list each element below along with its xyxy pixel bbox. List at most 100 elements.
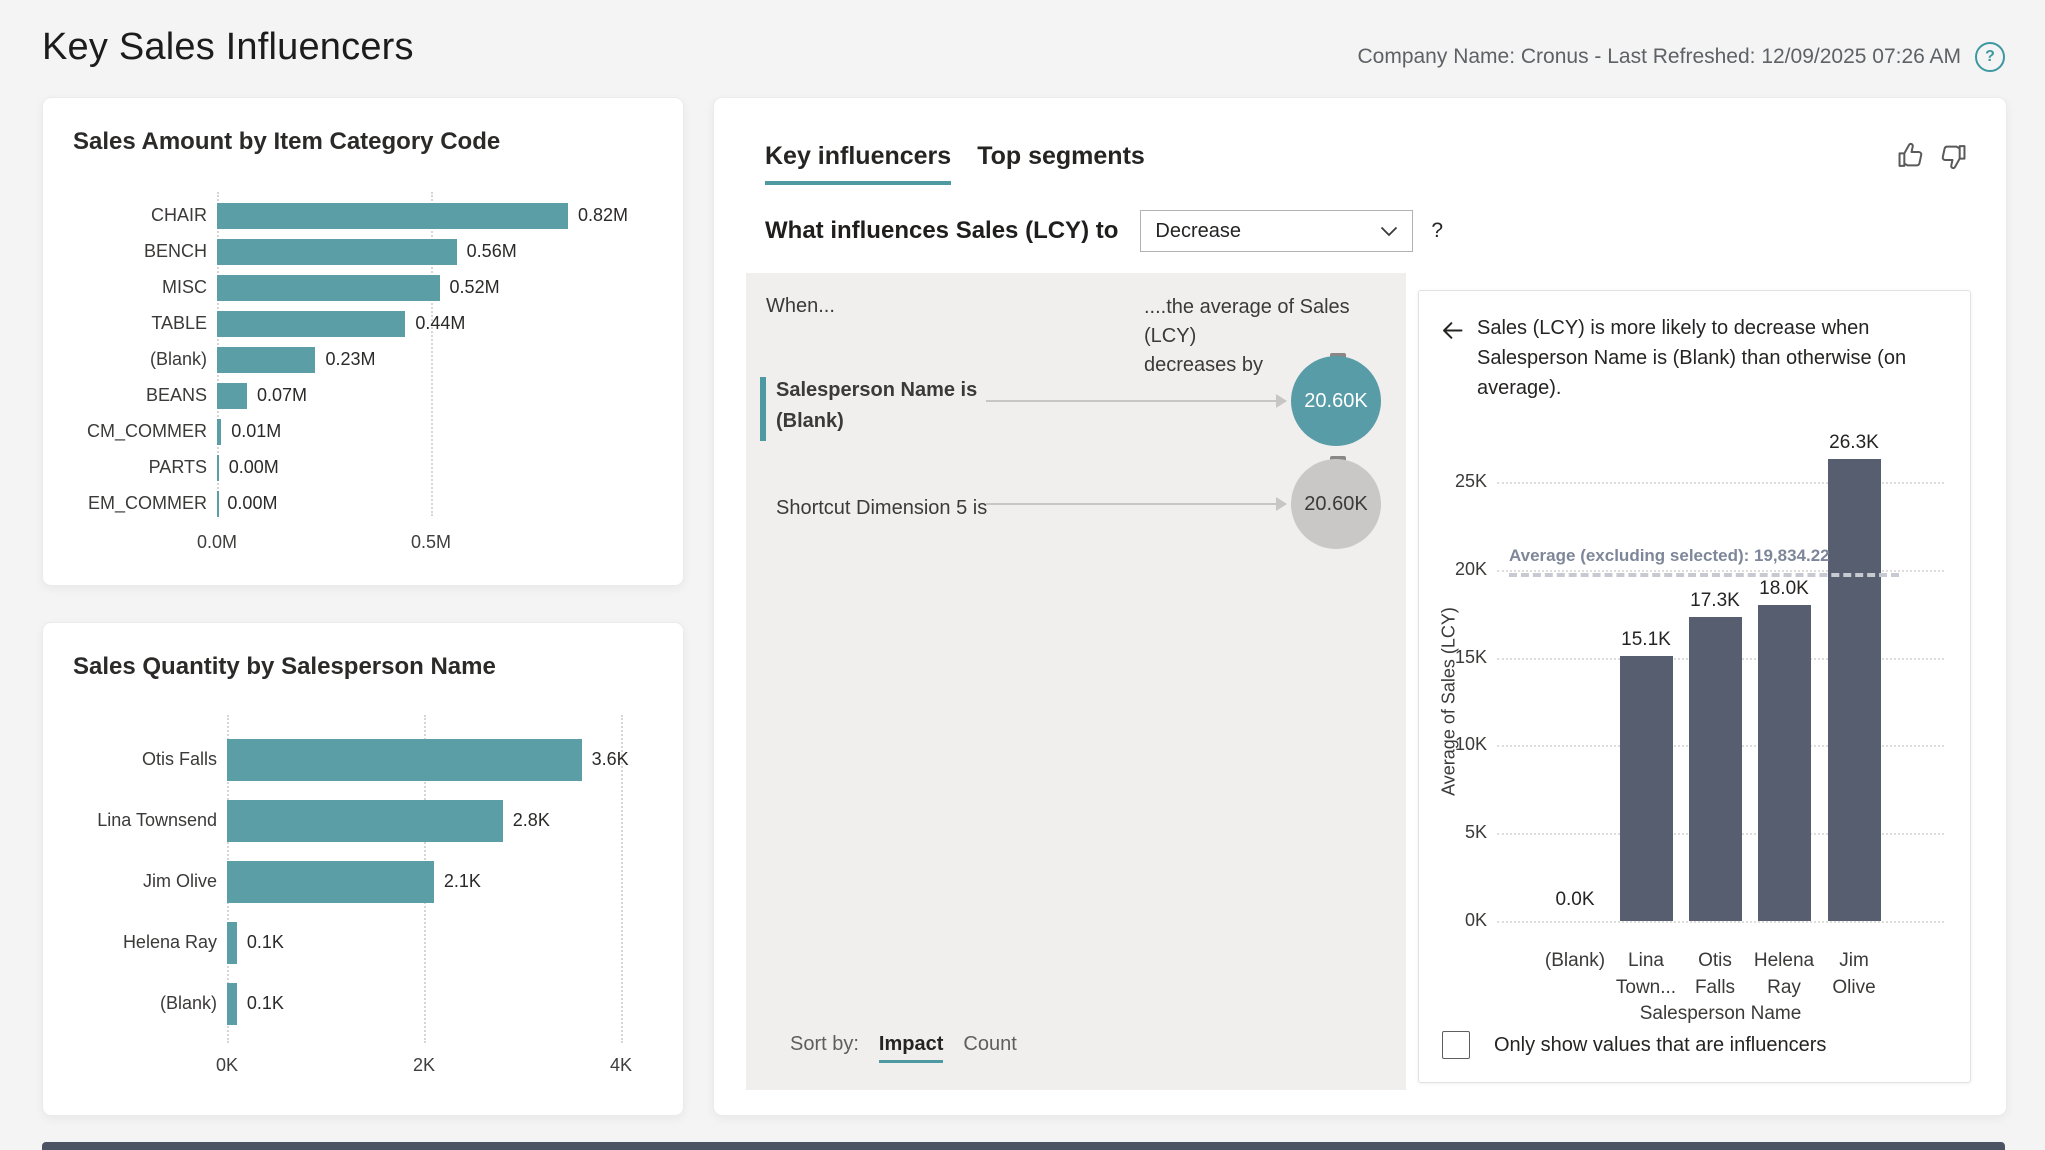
sort-by-label: Sort by: bbox=[790, 1033, 859, 1055]
column-value-label: 26.3K bbox=[1829, 432, 1879, 454]
bar-CHAIR[interactable] bbox=[217, 203, 568, 229]
x-axis-category-label: (Blank) bbox=[1544, 950, 1606, 971]
bar-value-label: 0.07M bbox=[256, 385, 307, 405]
thumbs-up-icon[interactable] bbox=[1895, 140, 1927, 172]
x-axis-tick-label: 0.0M bbox=[196, 532, 238, 552]
category-label: (Blank) bbox=[149, 349, 207, 369]
average-reference-line bbox=[1509, 572, 1899, 577]
category-label: PARTS bbox=[148, 457, 207, 477]
next-section-edge bbox=[42, 1142, 2005, 1150]
bar-value-label: 0.82M bbox=[577, 205, 628, 225]
category-label: EM_COMMER bbox=[87, 493, 207, 513]
x-axis-tick-label: 0.5M bbox=[410, 532, 452, 552]
x-axis-category-label: Lina Town... bbox=[1615, 950, 1677, 998]
influencer-tabs: Key influencers Top segments bbox=[765, 142, 1145, 185]
page-header: Key Sales Influencers Company Name: Cron… bbox=[0, 0, 2045, 90]
category-label: Helena Ray bbox=[122, 931, 217, 952]
bar-Lina Townsend[interactable] bbox=[227, 799, 503, 842]
dropdown-selected-value: Decrease bbox=[1155, 219, 1241, 242]
category-label: Lina Townsend bbox=[97, 809, 217, 830]
sort-by-row: Sort by: Impact Count bbox=[790, 1033, 1017, 1063]
gridline-horizontal bbox=[1497, 921, 1944, 923]
bar-value-label: 0.52M bbox=[449, 277, 500, 297]
category-label: TABLE bbox=[151, 313, 207, 333]
column-value-label: 0.0K bbox=[1555, 889, 1595, 910]
category-label: MISC bbox=[162, 277, 207, 297]
chart-title-sales-quantity: Sales Quantity by Salesperson Name bbox=[73, 653, 496, 680]
gridline-horizontal bbox=[1497, 569, 1944, 572]
influencer-arrow bbox=[986, 503, 1276, 505]
category-label: BENCH bbox=[143, 241, 207, 261]
y-axis-tick-label: 10K bbox=[1454, 734, 1487, 755]
y-axis-tick-label: 15K bbox=[1454, 646, 1487, 667]
help-icon[interactable]: ? bbox=[1975, 42, 2005, 72]
bar-value-label: 0.00M bbox=[227, 493, 278, 513]
gridline-horizontal bbox=[1497, 482, 1944, 484]
impact-bubble[interactable]: 20.60K bbox=[1291, 459, 1381, 549]
question-text: What influences Sales (LCY) to bbox=[765, 217, 1119, 244]
influencer-list-panel: When... ....the average of Sales (LCY) d… bbox=[746, 273, 1406, 1090]
y-axis-tick-label: 5K bbox=[1464, 822, 1487, 843]
sort-option-impact[interactable]: Impact bbox=[878, 1033, 944, 1063]
bar-CM_COMMER[interactable] bbox=[217, 419, 222, 445]
bar-Helena Ray[interactable] bbox=[227, 921, 237, 964]
company-last-refreshed: Company Name: Cronus - Last Refreshed: 1… bbox=[1357, 45, 1961, 68]
selected-row-accent-bar bbox=[760, 377, 766, 441]
sort-option-count[interactable]: Count bbox=[963, 1033, 1017, 1055]
bar-value-label: 0.44M bbox=[415, 313, 466, 333]
influencer-arrow-head bbox=[1276, 394, 1287, 408]
only-influencers-checkbox[interactable] bbox=[1442, 1031, 1470, 1059]
thumbs-down-icon[interactable] bbox=[1937, 140, 1969, 172]
column-bar-Lina Town...[interactable] bbox=[1619, 655, 1673, 921]
only-influencers-checkbox-label: Only show values that are influencers bbox=[1494, 1034, 1827, 1056]
category-label: BEANS bbox=[145, 385, 207, 405]
influencer-condition: Salesperson Name is (Blank) bbox=[776, 379, 978, 432]
impact-bubble-selected[interactable]: 20.60K bbox=[1291, 356, 1381, 446]
bar-PARTS[interactable] bbox=[217, 455, 219, 481]
bar-TABLE[interactable] bbox=[217, 311, 406, 337]
bar-(Blank)[interactable] bbox=[227, 982, 237, 1025]
column-value-label: 17.3K bbox=[1690, 590, 1740, 612]
x-axis-category-label: Jim Olive bbox=[1832, 950, 1876, 998]
x-axis-tick-label: 4K bbox=[609, 1055, 633, 1075]
influencer-arrow-head bbox=[1276, 497, 1287, 511]
category-label: (Blank) bbox=[159, 992, 217, 1013]
metric-direction-dropdown[interactable]: Decrease bbox=[1140, 210, 1414, 252]
bar-value-label: 0.01M bbox=[231, 421, 282, 441]
bar-value-label: 3.6K bbox=[591, 748, 629, 769]
chevron-down-icon bbox=[1381, 226, 1398, 236]
column-bar-Helena Ray[interactable] bbox=[1757, 604, 1811, 921]
column-bar-Otis Falls[interactable] bbox=[1688, 617, 1742, 921]
key-influencers-visual: Key influencers Top segments What influe… bbox=[713, 97, 2007, 1116]
gridline-vertical bbox=[621, 715, 623, 1043]
influencer-arrow bbox=[986, 400, 1276, 402]
bar-value-label: 0.1K bbox=[246, 992, 284, 1013]
x-axis-title: Salesperson Name bbox=[1639, 1003, 1802, 1024]
bar-value-label: 0.23M bbox=[325, 349, 376, 369]
y-axis-tick-label: 0K bbox=[1464, 910, 1487, 930]
column-bar-Jim Olive[interactable] bbox=[1827, 459, 1881, 921]
category-label: CHAIR bbox=[150, 205, 207, 225]
back-arrow-icon[interactable] bbox=[1439, 317, 1466, 344]
bar-Otis Falls[interactable] bbox=[227, 738, 582, 781]
question-help-icon[interactable]: ? bbox=[1431, 219, 1444, 242]
x-axis-tick-label: 0K bbox=[215, 1055, 239, 1075]
column-value-label: 18.0K bbox=[1759, 577, 1809, 599]
tab-key-influencers[interactable]: Key influencers bbox=[765, 142, 952, 185]
feedback-icons bbox=[1895, 140, 1969, 172]
sales-amount-by-item-category-card: Sales Amount by Item Category Code 0.0M 0… bbox=[42, 97, 684, 586]
x-axis-category-label: Otis Falls bbox=[1694, 950, 1736, 998]
bar-Jim Olive[interactable] bbox=[227, 860, 434, 903]
bar-(Blank)[interactable] bbox=[217, 347, 316, 373]
bar-MISC[interactable] bbox=[217, 275, 440, 301]
y-axis-tick-label: 25K bbox=[1454, 471, 1487, 491]
sales-quantity-bar-chart: 0K 2K 4K Otis Falls 3.6K Lina Townsend 2.8K Jim… bbox=[43, 623, 683, 1115]
tab-top-segments[interactable]: Top segments bbox=[977, 142, 1145, 170]
effect-column-header: ....the average of Sales (LCY) decreases… bbox=[1144, 296, 1350, 376]
bar-value-label: 0.1K bbox=[246, 931, 284, 952]
bar-BENCH[interactable] bbox=[217, 239, 457, 265]
sales-quantity-by-salesperson-card: Sales Quantity by Salesperson Name 0K 2K 4… bbox=[42, 622, 684, 1116]
x-axis-category-label: Helena Ray bbox=[1753, 950, 1815, 998]
bar-BEANS[interactable] bbox=[217, 383, 247, 409]
bar-EM_COMMER[interactable] bbox=[217, 491, 219, 517]
